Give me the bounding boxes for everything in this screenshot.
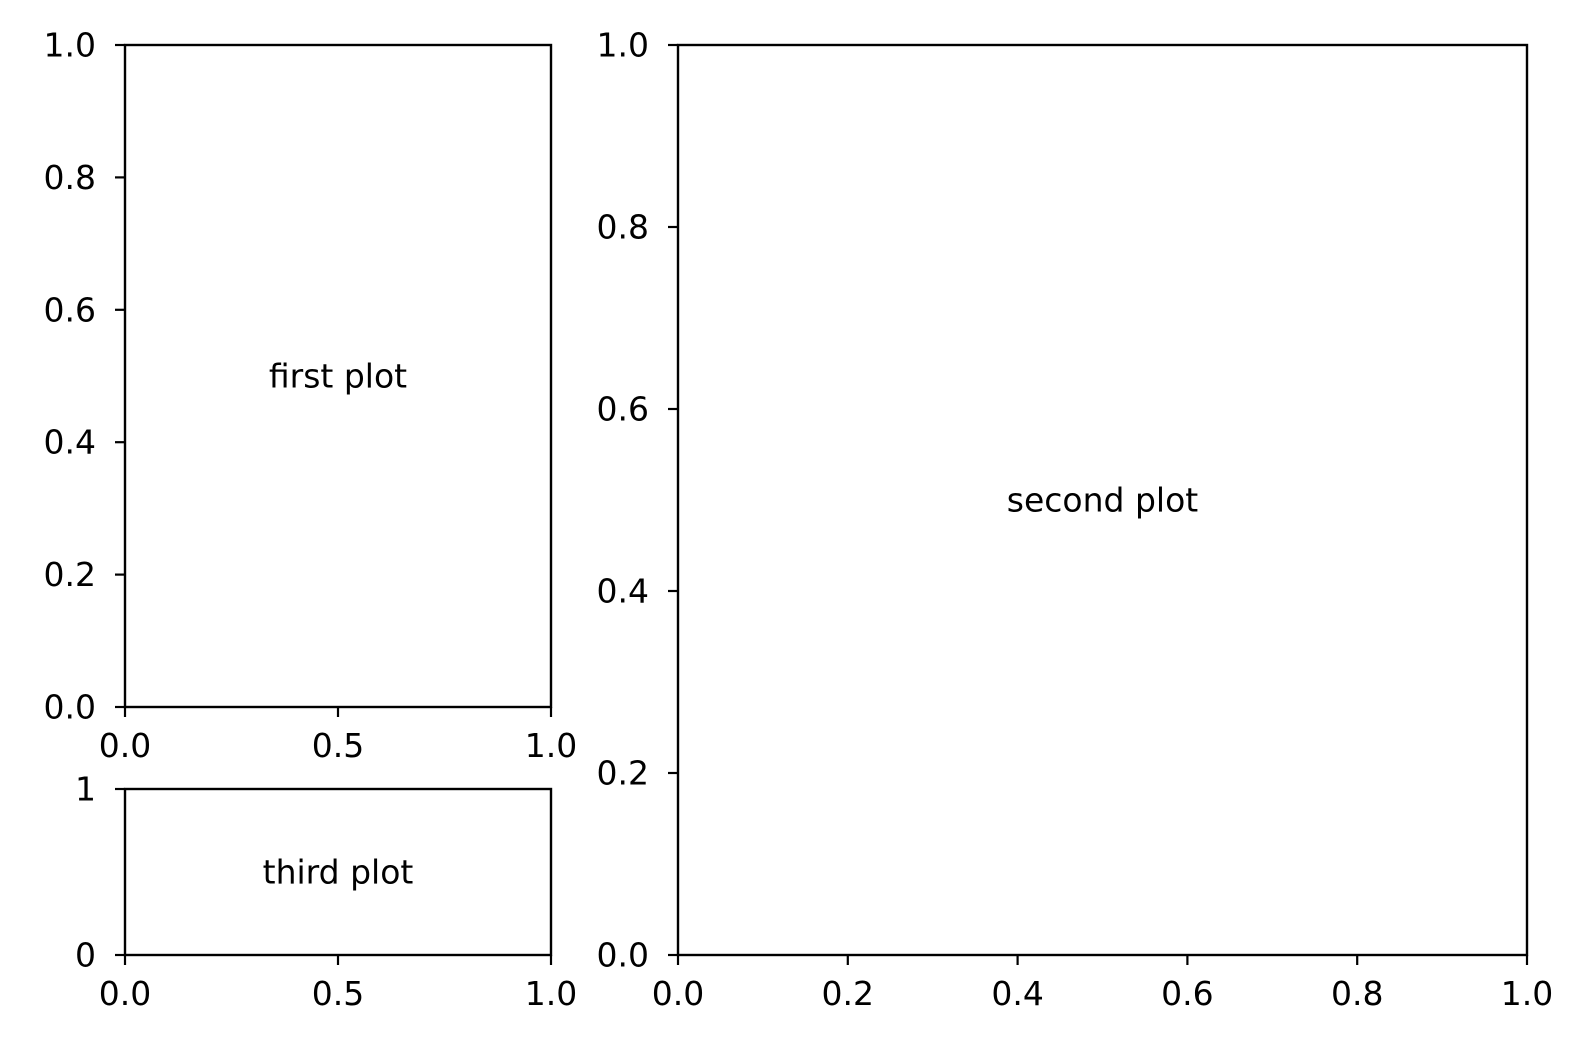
first-plot-y-tick-label: 1.0	[44, 26, 96, 65]
first-plot-y-tick-label: 0.8	[44, 158, 96, 197]
third-plot-x-tick-label: 0.0	[99, 974, 151, 1013]
first-plot-x-tick-label: 1.0	[525, 726, 577, 765]
second-plot-y-tick-label: 1.0	[597, 26, 649, 65]
first-plot-x-tick-label: 0.5	[312, 726, 364, 765]
second-plot-frame	[676, 43, 1529, 957]
second-plot-y-tick-label: 0.0	[597, 936, 649, 975]
first-plot-annotation: first plot	[269, 357, 407, 396]
third-plot-x-tick-label: 0.5	[312, 974, 364, 1013]
third-plot-y-tick-label: 1	[75, 770, 96, 809]
first-plot-x-tick-label: 0.0	[99, 726, 151, 765]
second-plot-annotation: second plot	[1007, 481, 1198, 520]
second-plot-y-tick-label: 0.8	[597, 208, 649, 247]
first-plot-y-tick-label: 0.4	[44, 423, 96, 462]
second-plot-axes: 0.0 0.2 0.4 0.6 0.8 1.0 0.0 0.2 0.4 0.6 0.8 1.0 seco…	[597, 26, 1554, 1014]
first-plot-y-tick-label: 0.2	[44, 555, 96, 594]
first-plot-axes: 0.0 0.5 1.0 0.0 0.2 0.4 0.6 0.8 1.0 first plot	[44, 26, 578, 766]
second-plot-x-tick-label: 1.0	[1501, 974, 1553, 1013]
third-plot-axes: 0.0 0.5 1.0 0 1 third plot	[75, 770, 577, 1014]
second-plot-x-tick-label: 0.8	[1331, 974, 1383, 1013]
second-plot-x-tick-label: 0.2	[822, 974, 874, 1013]
second-plot-y-tick-label: 0.6	[597, 390, 649, 429]
second-plot-x-tick-label: 0.4	[991, 974, 1043, 1013]
first-plot-y-tick-label: 0.6	[44, 290, 96, 329]
third-plot-annotation: third plot	[263, 853, 414, 892]
first-plot-y-tick-label: 0.0	[44, 688, 96, 727]
second-plot-x-tick-label: 0.6	[1161, 974, 1213, 1013]
third-plot-x-tick-label: 1.0	[525, 974, 577, 1013]
third-plot-y-tick-label: 0	[75, 936, 96, 975]
second-plot-y-tick-label: 0.2	[597, 754, 649, 793]
second-plot-y-tick-label: 0.4	[597, 572, 649, 611]
second-plot-x-tick-label: 0.0	[652, 974, 704, 1013]
